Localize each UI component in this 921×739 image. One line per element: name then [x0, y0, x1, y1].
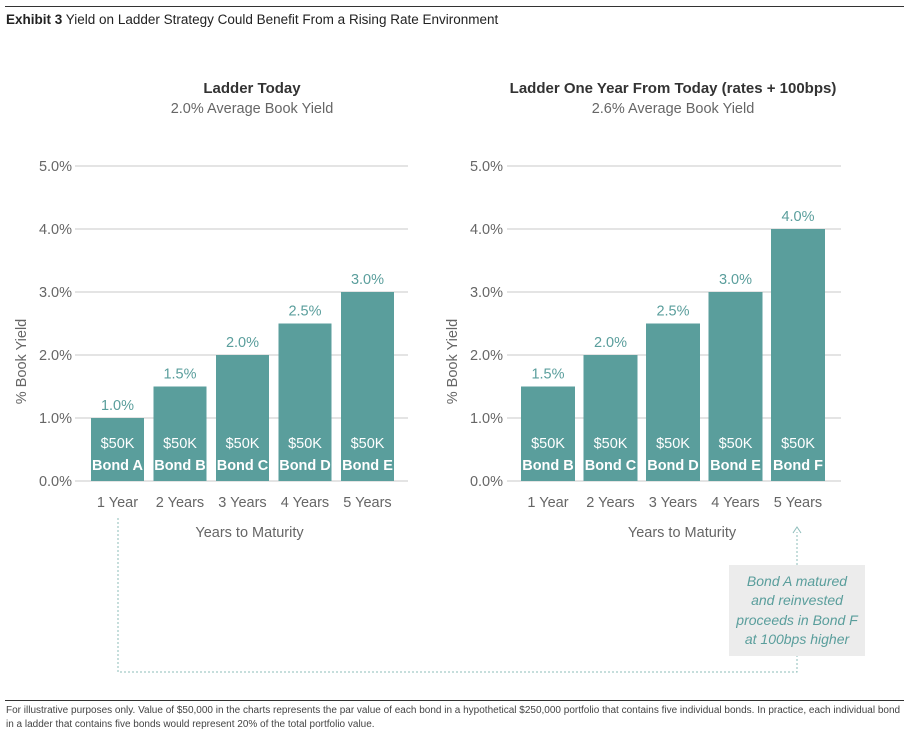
left-bar-bond-label: Bond B	[154, 458, 206, 474]
right-bar-bond-label: Bond E	[710, 458, 761, 474]
right-y-tick-label: 5.0%	[470, 159, 503, 175]
exhibit-title: Exhibit 3 Yield on Ladder Strategy Could…	[6, 12, 498, 27]
right-x-tick-label: 3 Years	[649, 495, 697, 511]
left-y-tick-label: 4.0%	[39, 222, 72, 238]
right-bar-amount-label: $50K	[531, 436, 565, 452]
left-bar-value-label: 1.0%	[101, 398, 134, 414]
right-bar	[521, 386, 575, 481]
top-rule	[5, 6, 904, 7]
left-x-tick-label: 1 Year	[97, 495, 138, 511]
right-bar-bond-label: Bond B	[522, 458, 574, 474]
left-bar	[216, 355, 269, 481]
left-bar-value-label: 1.5%	[163, 367, 196, 383]
left-bar-bond-label: Bond C	[217, 458, 269, 474]
right-bar-value-label: 4.0%	[781, 209, 814, 225]
right-x-tick-label: 5 Years	[774, 495, 822, 511]
right-bar-amount-label: $50K	[781, 436, 815, 452]
right-y-tick-label: 3.0%	[470, 285, 503, 301]
left-bar-bond-label: Bond A	[92, 458, 144, 474]
right-bar-amount-label: $50K	[656, 436, 690, 452]
bottom-rule	[5, 700, 904, 701]
footnote: For illustrative purposes only. Value of…	[6, 705, 901, 730]
right-chart-subtitle: 2.6% Average Book Yield	[591, 101, 755, 117]
right-bar-amount-label: $50K	[719, 436, 753, 452]
left-bar-amount-label: $50K	[351, 436, 385, 452]
left-bar	[91, 418, 144, 481]
exhibit-title-text: Yield on Ladder Strategy Could Benefit F…	[65, 12, 499, 27]
right-bar	[708, 292, 763, 481]
left-chart-title: Ladder Today	[203, 80, 301, 97]
left-chart: 0.0% 1.0% 2.0% 3.0% 4.0% 5.0% % Book Yield 1.0%…	[14, 159, 408, 541]
left-y-axis-label: % Book Yield	[14, 319, 30, 404]
left-y-tick-label: 5.0%	[39, 159, 72, 175]
right-bar-amount-label: $50K	[594, 436, 628, 452]
right-y-tick-label: 2.0%	[470, 348, 503, 364]
right-chart: 0.0% 1.0% 2.0% 3.0% 4.0% 5.0% % Book Yield 1.5%…	[445, 159, 841, 541]
right-bar-value-label: 3.0%	[719, 272, 752, 288]
right-bar	[646, 323, 700, 481]
right-x-tick-label: 4 Years	[711, 495, 759, 511]
left-bar-value-label: 2.5%	[288, 304, 321, 320]
left-x-axis-label: Years to Maturity	[195, 525, 304, 541]
left-x-tick-label: 3 Years	[218, 495, 266, 511]
left-bar-value-label: 3.0%	[351, 272, 384, 288]
left-y-tick-label: 1.0%	[39, 411, 72, 427]
right-bar-value-label: 1.5%	[531, 367, 564, 383]
right-y-axis-label: % Book Yield	[445, 319, 461, 404]
right-bar-bond-label: Bond C	[585, 458, 637, 474]
left-chart-subtitle: 2.0% Average Book Yield	[170, 101, 334, 117]
left-bar	[153, 386, 207, 481]
right-x-tick-label: 1 Year	[527, 495, 568, 511]
right-x-tick-label: 2 Years	[586, 495, 634, 511]
reinvest-callout: Bond A matured and reinvested proceeds i…	[729, 565, 865, 656]
right-bar-value-label: 2.5%	[656, 304, 689, 320]
reinvest-connector-line	[117, 518, 798, 673]
callout-text: Bond A matured and reinvested proceeds i…	[736, 572, 858, 648]
left-bar-bond-label: Bond E	[342, 458, 393, 474]
left-bar-amount-label: $50K	[163, 436, 197, 452]
left-x-tick-label: 2 Years	[156, 495, 204, 511]
right-bar-bond-label: Bond F	[773, 458, 823, 474]
right-y-tick-label: 4.0%	[470, 222, 503, 238]
left-y-tick-label: 0.0%	[39, 474, 72, 490]
left-y-tick-label: 2.0%	[39, 348, 72, 364]
right-chart-title: Ladder One Year From Today (rates + 100b…	[509, 80, 837, 97]
left-x-tick-label: 4 Years	[281, 495, 329, 511]
right-bar-bond-label: Bond D	[647, 458, 699, 474]
right-bar	[583, 355, 638, 481]
left-x-tick-label: 5 Years	[343, 495, 391, 511]
left-bar-value-label: 2.0%	[226, 335, 259, 351]
right-y-tick-label: 0.0%	[470, 474, 503, 490]
left-y-tick-label: 3.0%	[39, 285, 72, 301]
left-bar-amount-label: $50K	[288, 436, 322, 452]
right-x-axis-label: Years to Maturity	[628, 525, 737, 541]
left-bar-bond-label: Bond D	[279, 458, 331, 474]
left-bar-amount-label: $50K	[101, 436, 135, 452]
left-bar-amount-label: $50K	[226, 436, 260, 452]
reinvest-arrow-icon	[792, 526, 802, 534]
exhibit-label: Exhibit 3	[6, 12, 63, 27]
left-bar	[341, 292, 394, 481]
left-bar	[278, 323, 332, 481]
right-bar	[771, 229, 825, 481]
right-bar-value-label: 2.0%	[594, 335, 627, 351]
right-y-tick-label: 1.0%	[470, 411, 503, 427]
